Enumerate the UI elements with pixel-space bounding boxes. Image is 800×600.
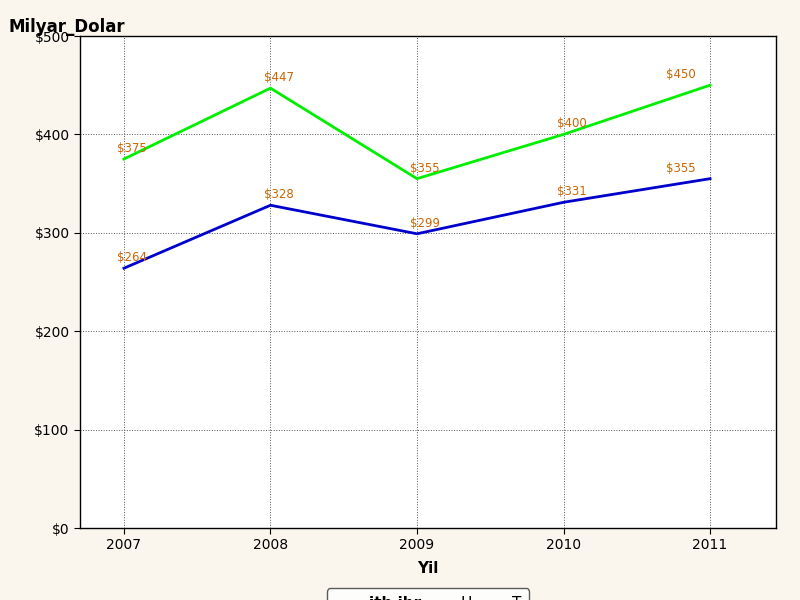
Text: $264: $264 [117, 251, 147, 264]
Text: Milyar_Dolar: Milyar_Dolar [8, 18, 125, 36]
Text: $299: $299 [410, 217, 440, 230]
Text: $328: $328 [263, 188, 294, 202]
Text: $331: $331 [557, 185, 586, 199]
Legend: ith ihr, H, T: ith ihr, H, T [327, 589, 529, 600]
Text: $450: $450 [666, 68, 695, 81]
Text: $447: $447 [263, 71, 294, 84]
Text: $355: $355 [410, 162, 440, 175]
Text: $355: $355 [666, 162, 695, 175]
X-axis label: Yil: Yil [418, 561, 438, 576]
Text: $375: $375 [117, 142, 146, 155]
Text: $400: $400 [557, 118, 586, 130]
